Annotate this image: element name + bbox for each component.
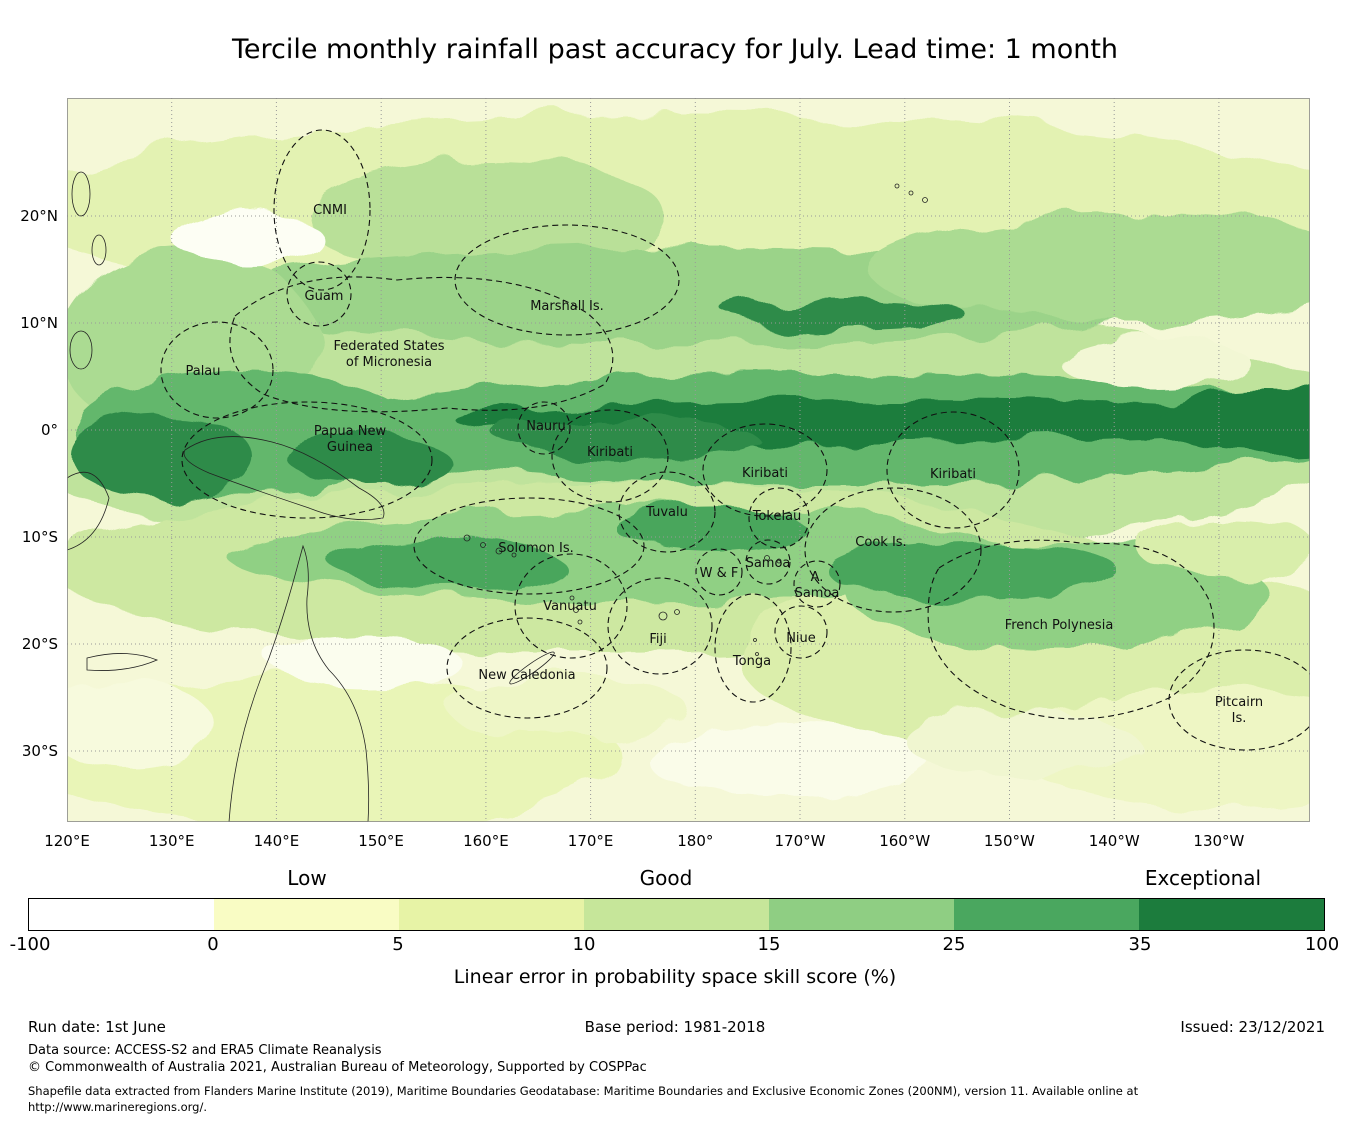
legend-label-exceptional: Exceptional — [1144, 866, 1262, 890]
colorbar-tick: 100 — [1304, 934, 1340, 955]
colorbar-tick: 15 — [757, 934, 781, 955]
x-tick: 150°E — [358, 832, 404, 850]
colorbar-tick: 35 — [1128, 934, 1152, 955]
x-tick: 160°E — [463, 832, 509, 850]
colorbar-segment — [769, 899, 954, 930]
colorbar-segment — [29, 899, 214, 930]
x-tick: 140°E — [253, 832, 300, 850]
skill-field — [67, 113, 1310, 822]
x-tick: 170°W — [774, 832, 826, 850]
colorbar-tick: 5 — [392, 934, 404, 955]
x-tick: 140°W — [1088, 832, 1140, 850]
eez-boundaries — [160, 129, 1310, 751]
y-tick: 20°N — [20, 207, 58, 225]
x-tick: 120°E — [44, 832, 90, 850]
colorbar-segment — [399, 899, 584, 930]
colorbar-axis-label: Linear error in probability space skill … — [453, 966, 897, 988]
legend-label-low: Low — [287, 866, 327, 890]
x-tick: 150°W — [983, 832, 1035, 850]
x-tick: 130°E — [148, 832, 195, 850]
colorbar-segment — [1139, 899, 1324, 930]
issued-date: Issued: 23/12/2021 — [1180, 1018, 1325, 1036]
run-date: Run date: 1st June — [28, 1018, 166, 1036]
colorbar-tick: 0 — [207, 934, 219, 955]
legend-label-good: Good — [639, 866, 693, 890]
coastlines — [67, 171, 928, 822]
colorbar-segment — [584, 899, 769, 930]
figure-title: Tercile monthly rainfall past accuracy f… — [231, 34, 1119, 65]
data-source: Data source: ACCESS-S2 and ERA5 Climate … — [28, 1043, 382, 1058]
base-period: Base period: 1981-2018 — [584, 1018, 766, 1036]
y-tick: 10°S — [21, 528, 58, 546]
x-tick: 160°W — [879, 832, 931, 850]
colorbar-segment — [954, 899, 1139, 930]
colorbar-tick: 25 — [942, 934, 966, 955]
x-tick: 130°W — [1193, 832, 1245, 850]
rainfall-skill-map — [67, 98, 1310, 822]
shapefile-note: Shapefile data extracted from Flanders M… — [28, 1084, 1139, 1114]
x-tick: 180° — [677, 832, 714, 850]
y-tick: 10°N — [20, 314, 58, 332]
copyright: © Commonwealth of Australia 2021, Austra… — [28, 1060, 647, 1075]
y-tick: 20°S — [21, 635, 58, 653]
y-tick: 30°S — [21, 742, 58, 760]
x-tick: 170°E — [567, 832, 614, 850]
colorbar — [28, 898, 1325, 931]
colorbar-tick: 10 — [572, 934, 596, 955]
colorbar-segment — [214, 899, 399, 930]
gridlines — [67, 98, 1310, 822]
y-tick: 0° — [40, 421, 58, 439]
colorbar-tick: -100 — [9, 934, 51, 955]
